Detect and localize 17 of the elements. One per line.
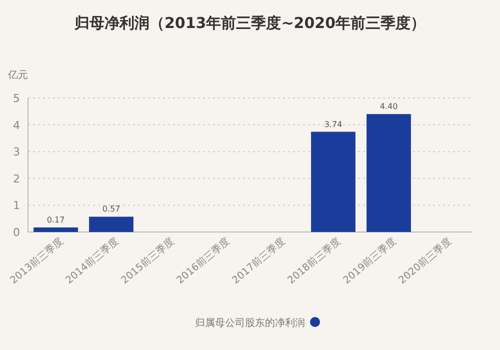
text: 0.57 [102, 204, 120, 214]
bar [366, 114, 411, 232]
chart-title: 归母净利润（2013年前三季度~2020年前三季度） [73, 14, 426, 32]
y-tick-label: 5 [13, 92, 20, 105]
text: 3.74 [324, 120, 342, 129]
text: 4.40 [380, 102, 398, 112]
y-tick-label: 0 [13, 226, 20, 239]
y-tick-label: 3 [13, 146, 20, 159]
bar [89, 216, 134, 232]
y-tick-label: 2 [13, 172, 20, 186]
y-tick-label: 1 [13, 199, 20, 212]
legend-label: 归属母公司股东的净利润 [195, 317, 305, 329]
bar [311, 132, 356, 232]
y-axis-title: 亿元 [7, 70, 28, 81]
y-tick-label: 4 [13, 118, 20, 132]
text: 0.17 [46, 215, 65, 224]
bar [34, 227, 78, 232]
